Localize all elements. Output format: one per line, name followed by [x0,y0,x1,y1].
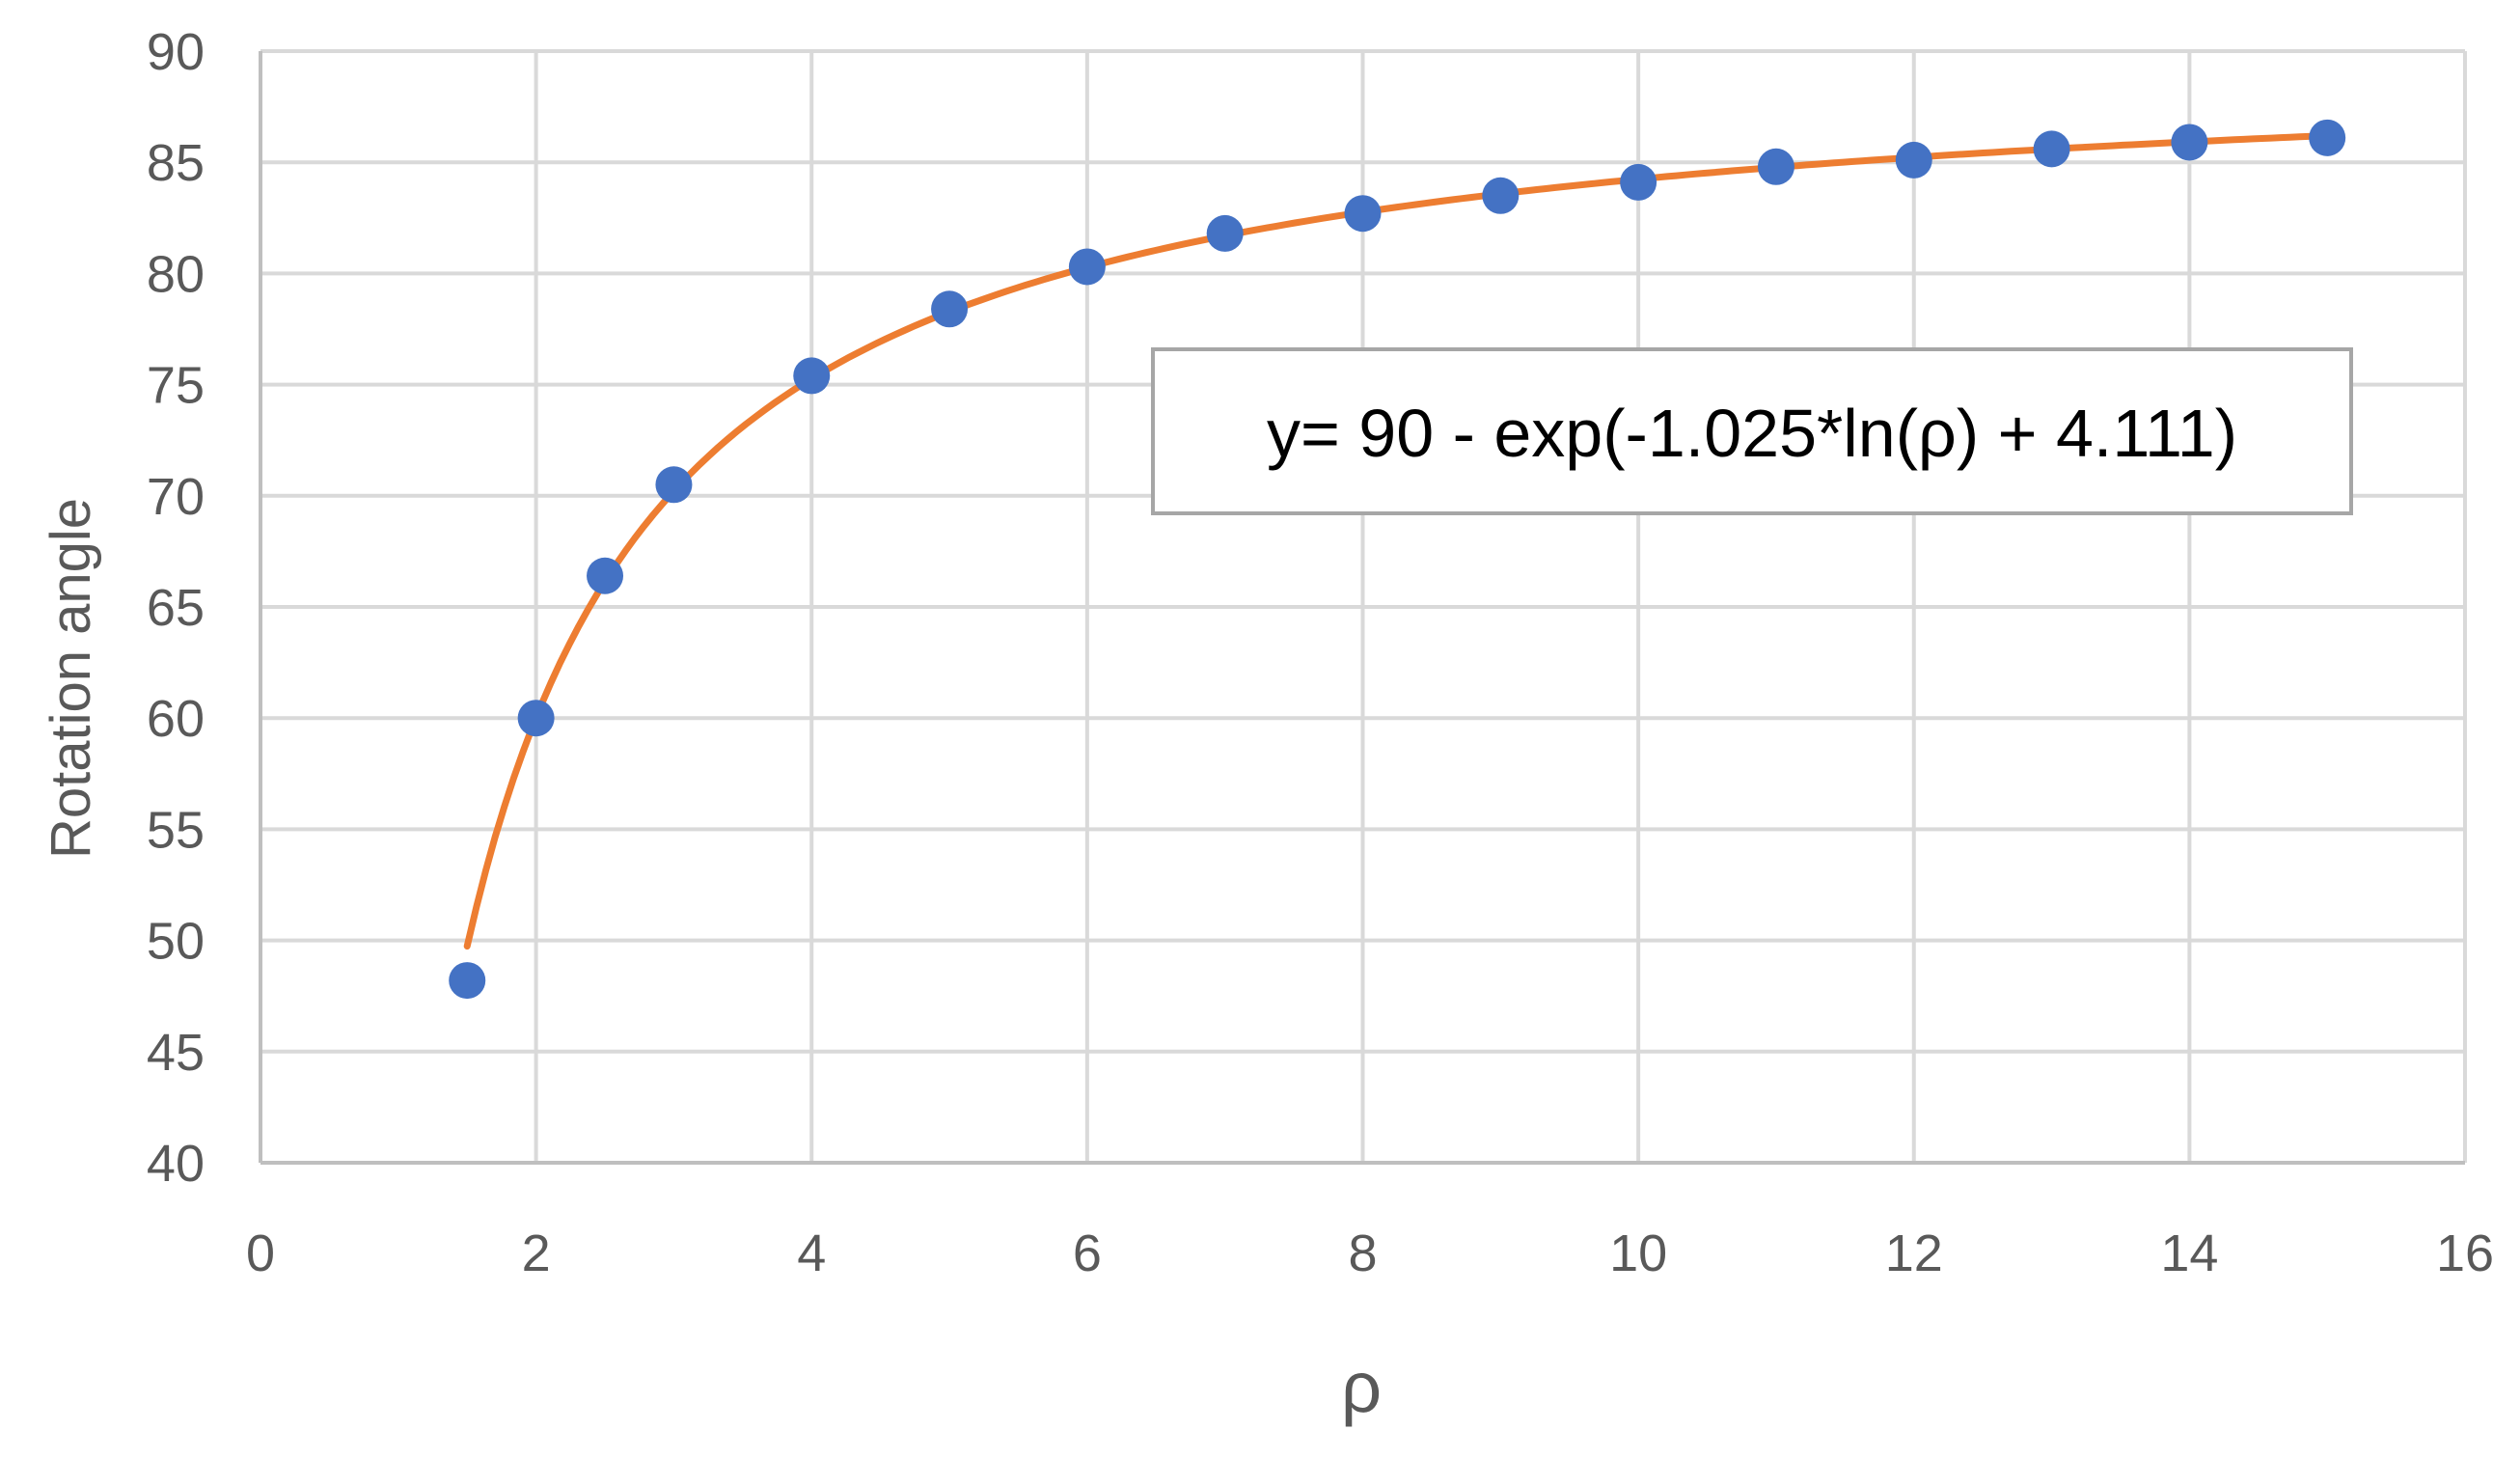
data-point [1895,141,1932,179]
y-tick-label: 65 [147,579,205,637]
equation-label: y= 90 - exp(-1.025*ln(ρ) + 4.111) [1267,396,2237,471]
y-tick-label: 45 [147,1024,205,1082]
y-axis-title: Rotation angle [40,498,102,859]
x-tick-label: 10 [1609,1224,1667,1282]
data-point [2309,119,2346,156]
y-tick-label: 75 [147,357,205,415]
data-point [1757,148,1794,185]
x-tick-label: 4 [797,1224,826,1282]
y-tick-label: 90 [147,23,205,81]
equation-box [1151,347,2353,515]
fit-line-layer [463,132,2331,950]
x-tick-label: 14 [2160,1224,2218,1282]
x-tick-label: 12 [1885,1224,1943,1282]
x-tick-labels: 0 2 4 6 8 10 12 14 16 [246,1224,2494,1282]
y-tick-label: 40 [147,1135,205,1193]
fit-line [463,132,2331,950]
data-point [449,962,486,1000]
data-point [1620,163,1657,201]
y-tick-label: 70 [147,468,205,526]
data-point [793,357,831,395]
y-tick-label: 60 [147,690,205,748]
x-tick-label: 2 [522,1224,551,1282]
data-point [2033,130,2070,168]
data-point [1344,195,1382,233]
data-point [2171,124,2208,161]
x-axis-title: ρ [1341,1347,1382,1427]
x-tick-label: 6 [1073,1224,1102,1282]
x-tick-label: 0 [246,1224,275,1282]
data-point [1482,177,1520,214]
y-tick-label: 55 [147,801,205,859]
y-tick-label: 80 [147,245,205,303]
axes [259,51,2465,1165]
equation-annotation: y= 90 - exp(-1.025*ln(ρ) + 4.111) [1151,347,2353,515]
y-tick-label: 50 [147,913,205,971]
y-tick-labels: 40 45 50 55 60 65 70 75 80 85 90 [147,23,205,1193]
data-point [1206,214,1244,252]
x-tick-label: 8 [1348,1224,1377,1282]
data-point [931,290,969,328]
data-point [587,557,624,594]
data-points [449,119,2346,1000]
y-tick-label: 85 [147,134,205,192]
x-tick-label: 16 [2436,1224,2494,1282]
data-point [655,466,693,504]
data-point [1068,248,1106,286]
data-point [517,700,555,737]
